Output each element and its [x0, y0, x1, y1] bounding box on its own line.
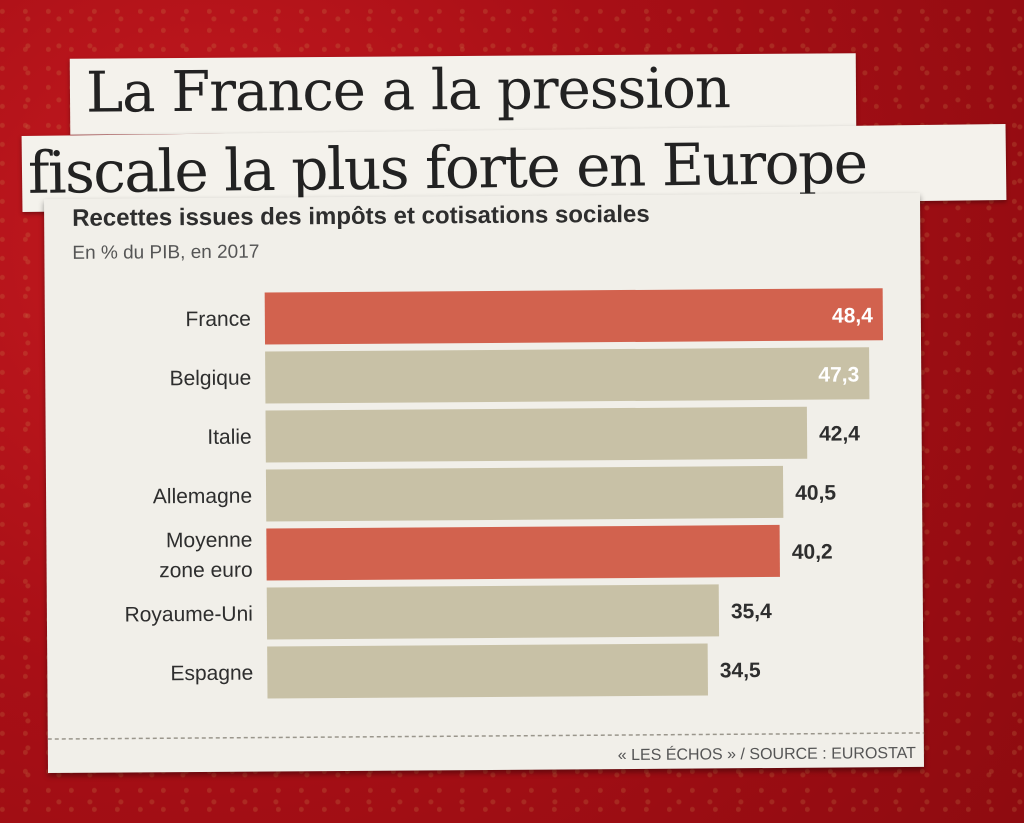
category-label: Italie	[207, 426, 252, 449]
bar-italie	[265, 406, 808, 463]
category-label: Royaume-Uni	[124, 603, 253, 627]
value-label: 48,4	[832, 304, 873, 327]
bar-allemagne	[265, 465, 784, 522]
value-label: 35,4	[731, 600, 772, 623]
value-label: 40,2	[792, 541, 833, 564]
category-label: Allemagne	[153, 485, 252, 509]
headline-strip-1: La France a la pression	[69, 53, 857, 135]
value-label: 42,4	[819, 422, 860, 445]
value-label: 47,3	[818, 363, 859, 386]
headline-line-1: La France a la pression	[85, 56, 731, 126]
category-label: Espagne	[170, 662, 253, 686]
category-label: zone euro	[159, 559, 253, 583]
footer-dashed-divider	[47, 732, 924, 740]
category-label: Moyenne	[166, 529, 253, 553]
value-label: 34,5	[720, 659, 761, 682]
bar-belgique	[265, 347, 870, 404]
chart-source: « LES ÉCHOS » / SOURCE : EUROSTAT	[618, 743, 916, 764]
bar-moyenne-zone-euro	[266, 524, 780, 581]
value-label: 40,5	[795, 482, 836, 505]
category-label: Belgique	[169, 367, 251, 391]
chart-title: Recettes issues des impôts et cotisation…	[72, 201, 650, 232]
bars-group: France 48,4 Belgique 47,3 Italie 42,4 Allemagn…	[124, 288, 884, 699]
bar-chart: Recettes issues des impôts et cotisation…	[47, 201, 924, 764]
bar-france	[264, 288, 884, 345]
chart-subtitle: En % du PIB, en 2017	[72, 242, 259, 264]
chart-clipping: Recettes issues des impôts et cotisation…	[44, 192, 924, 774]
category-label: France	[185, 308, 251, 331]
bar-espagne	[267, 643, 708, 699]
bar-royaume-uni	[266, 584, 720, 640]
